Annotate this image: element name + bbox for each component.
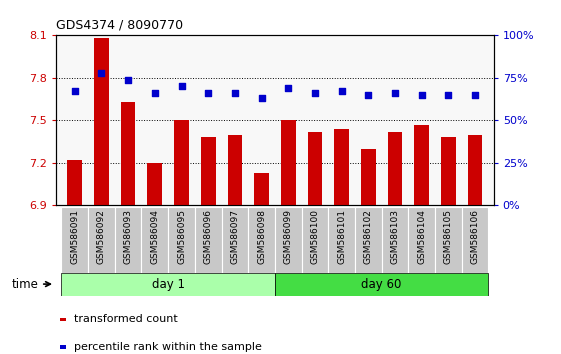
Text: GSM586096: GSM586096: [204, 209, 213, 264]
Text: GDS4374 / 8090770: GDS4374 / 8090770: [56, 18, 183, 32]
Bar: [88, 207, 115, 273]
Text: GSM586098: GSM586098: [257, 209, 266, 264]
Point: [337, 88, 346, 94]
Bar: [115, 207, 141, 273]
Bar: [201, 137, 215, 205]
Bar: [61, 318, 66, 321]
Text: GSM586099: GSM586099: [284, 209, 293, 264]
Bar: [222, 207, 248, 273]
Text: GSM586103: GSM586103: [390, 209, 399, 264]
Point: [97, 70, 106, 76]
Point: [364, 92, 373, 98]
Point: [390, 90, 399, 96]
Text: percentile rank within the sample: percentile rank within the sample: [75, 342, 263, 352]
Text: GSM586102: GSM586102: [364, 209, 373, 264]
Bar: [141, 207, 168, 273]
Bar: [148, 163, 162, 205]
Text: GSM586100: GSM586100: [310, 209, 319, 264]
Point: [150, 90, 159, 96]
Text: GSM586092: GSM586092: [97, 209, 106, 264]
Point: [444, 92, 453, 98]
Bar: [62, 207, 88, 273]
Bar: [61, 345, 66, 348]
Text: day 1: day 1: [151, 278, 185, 291]
Text: GSM586101: GSM586101: [337, 209, 346, 264]
Text: GSM586106: GSM586106: [471, 209, 480, 264]
Bar: [302, 207, 328, 273]
Bar: [355, 207, 381, 273]
Bar: [415, 125, 429, 205]
Bar: [67, 160, 82, 205]
Bar: [248, 207, 275, 273]
Point: [204, 90, 213, 96]
Bar: [462, 207, 488, 273]
Point: [177, 84, 186, 89]
Point: [310, 90, 319, 96]
Point: [123, 77, 132, 82]
Text: GSM586091: GSM586091: [70, 209, 79, 264]
Text: GSM586093: GSM586093: [123, 209, 132, 264]
Bar: [307, 132, 322, 205]
Bar: [121, 102, 135, 205]
Text: GSM586094: GSM586094: [150, 209, 159, 264]
Point: [231, 90, 240, 96]
Bar: [275, 273, 488, 296]
Point: [70, 88, 79, 94]
Bar: [441, 137, 456, 205]
Bar: [468, 135, 482, 205]
Text: time: time: [11, 278, 50, 291]
Text: GSM586105: GSM586105: [444, 209, 453, 264]
Bar: [174, 120, 189, 205]
Bar: [334, 129, 349, 205]
Point: [471, 92, 480, 98]
Bar: [361, 149, 376, 205]
Bar: [168, 207, 195, 273]
Bar: [62, 273, 275, 296]
Text: transformed count: transformed count: [75, 314, 178, 324]
Bar: [195, 207, 222, 273]
Text: GSM586095: GSM586095: [177, 209, 186, 264]
Bar: [388, 132, 402, 205]
Point: [257, 96, 266, 101]
Bar: [381, 207, 408, 273]
Bar: [228, 135, 242, 205]
Bar: [275, 207, 302, 273]
Bar: [408, 207, 435, 273]
Bar: [94, 38, 109, 205]
Bar: [435, 207, 462, 273]
Text: day 60: day 60: [361, 278, 402, 291]
Point: [284, 85, 293, 91]
Bar: [254, 173, 269, 205]
Point: [417, 92, 426, 98]
Bar: [281, 120, 296, 205]
Text: GSM586097: GSM586097: [231, 209, 240, 264]
Text: GSM586104: GSM586104: [417, 209, 426, 264]
Bar: [328, 207, 355, 273]
